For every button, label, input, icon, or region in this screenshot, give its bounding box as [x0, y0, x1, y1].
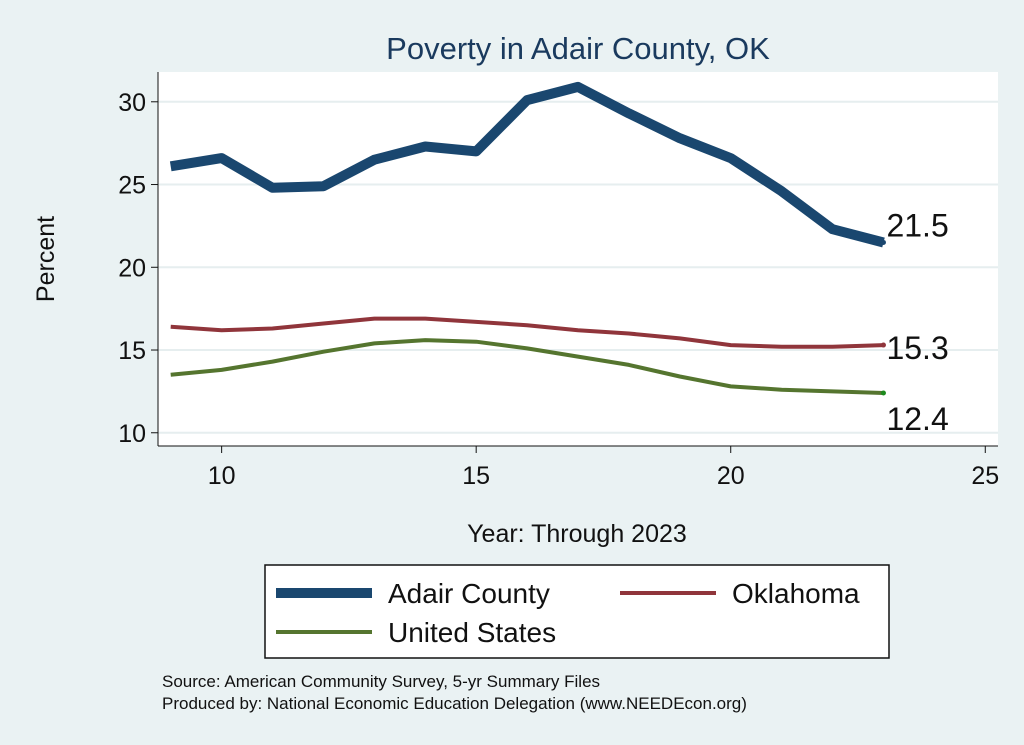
legend-box — [264, 564, 890, 659]
series-line-united-states — [170, 338, 884, 395]
x-tick-label-15: 15 — [462, 462, 490, 490]
end-marker-oklahoma — [880, 342, 886, 348]
end-label-united-states: 12.4 — [886, 401, 948, 437]
legend-label-adair-county: Adair County — [388, 578, 550, 609]
x-tick-label-10: 10 — [208, 462, 236, 490]
x-tick-label-25: 25 — [971, 462, 999, 490]
produced-by-note: Produced by: National Economic Education… — [162, 694, 747, 713]
series-end-labels: 21.5 15.3 12.4 — [886, 207, 948, 437]
y-tick-label-15: 15 — [118, 337, 146, 365]
y-axis-ticks: 10 15 20 25 30 — [118, 89, 158, 448]
y-tick-label-25: 25 — [118, 172, 146, 200]
y-tick-label-20: 20 — [118, 254, 146, 282]
x-tick-label-20: 20 — [717, 462, 745, 490]
end-marker-adair-county — [880, 239, 886, 245]
legend-label-united-states: United States — [388, 617, 556, 648]
axes — [157, 72, 998, 447]
series-line-oklahoma — [170, 316, 884, 349]
chart-title: Poverty in Adair County, OK — [386, 31, 770, 66]
x-axis-ticks: 10 15 20 25 — [208, 446, 999, 490]
source-note: Source: American Community Survey, 5-yr … — [162, 672, 600, 691]
y-tick-label-30: 30 — [118, 89, 146, 117]
end-label-adair-county: 21.5 — [886, 207, 948, 243]
series-lines — [169, 81, 886, 396]
y-axis-title: Percent — [32, 216, 60, 302]
legend: Adair County Oklahoma United States — [264, 564, 890, 659]
y-tick-label-10: 10 — [118, 420, 146, 448]
x-axis-title: Year: Through 2023 — [467, 520, 687, 548]
end-marker-united-states — [880, 390, 886, 396]
series-line-adair-county — [169, 81, 885, 248]
legend-label-oklahoma: Oklahoma — [732, 578, 860, 609]
end-label-oklahoma: 15.3 — [886, 330, 948, 366]
plot-area — [158, 72, 998, 446]
